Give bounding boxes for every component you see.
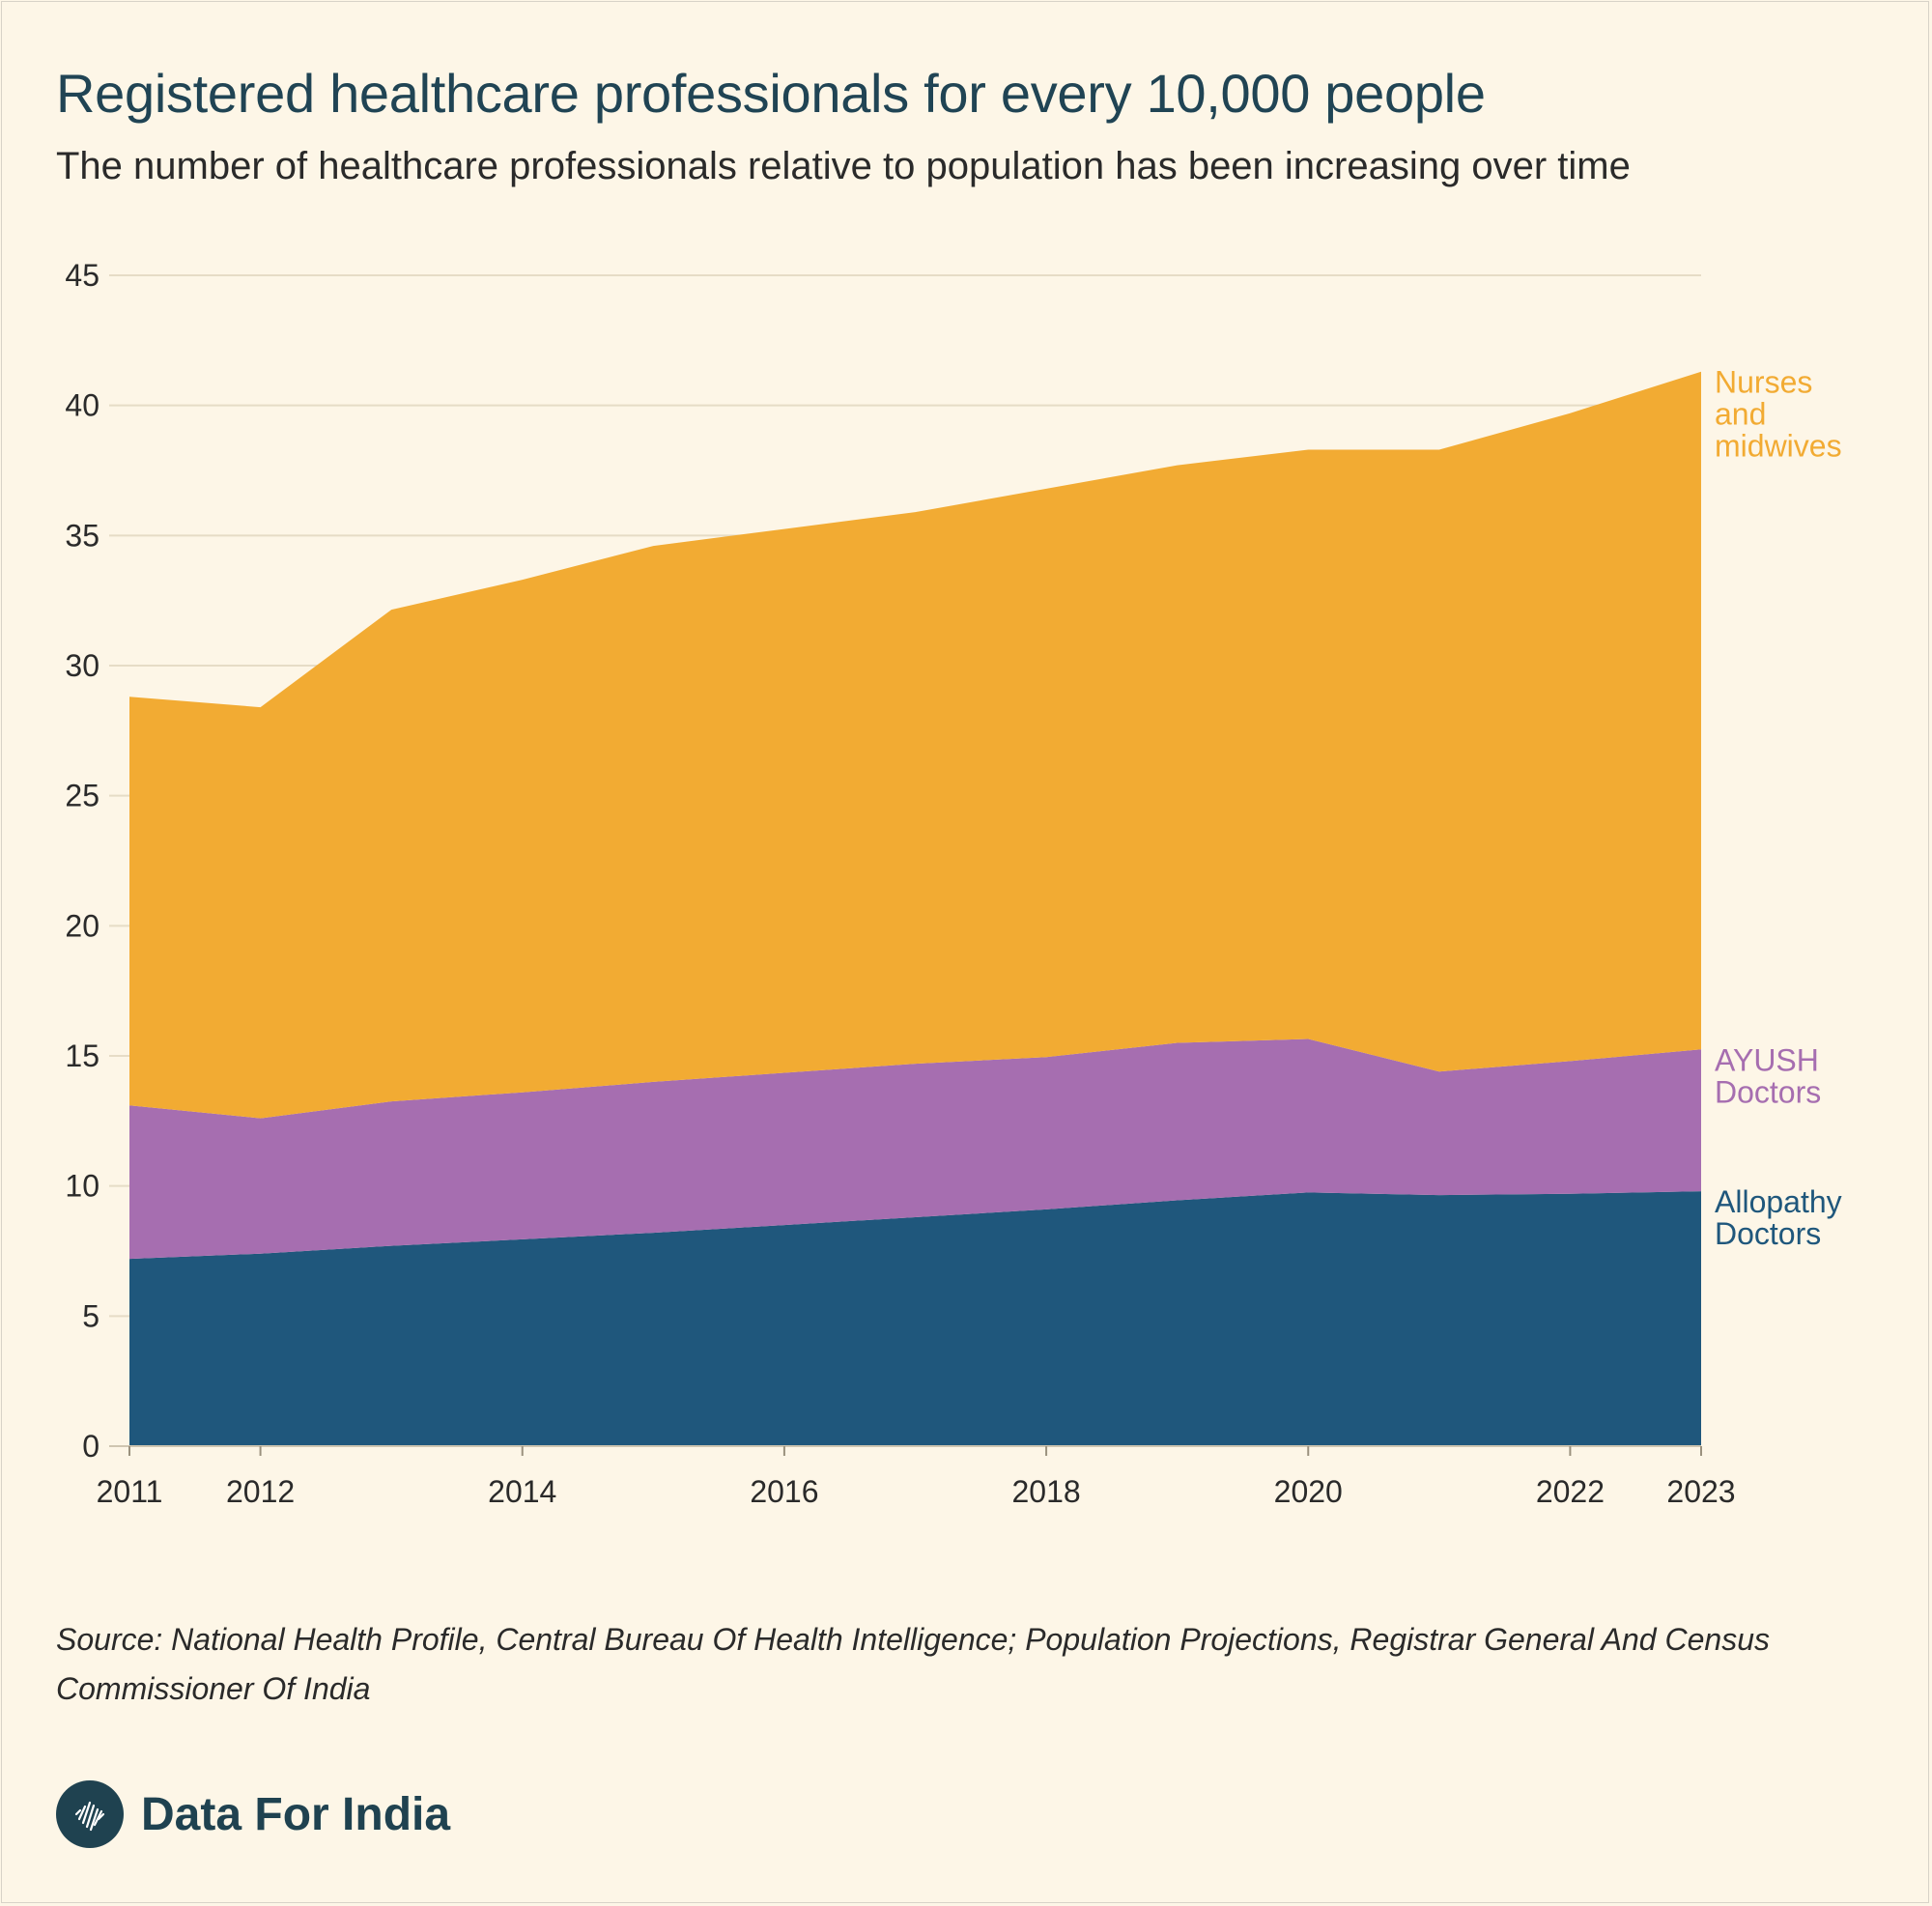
series-label-ayush-doctors: AYUSH Doctors — [1715, 1042, 1821, 1109]
y-tick-label: 20 — [65, 908, 99, 943]
brand-name: Data For India — [141, 1788, 451, 1840]
y-tick-label: 5 — [82, 1298, 99, 1333]
series-label-line: and — [1715, 397, 1766, 432]
x-tick-label: 2022 — [1536, 1474, 1605, 1509]
series-label-line: Doctors — [1715, 1216, 1821, 1251]
x-tick-label: 2012 — [226, 1474, 295, 1509]
y-tick-label: 40 — [65, 388, 99, 423]
series-label-nurses-and-midwives: Nurses and midwives — [1715, 365, 1842, 464]
area-ayush-doctors — [129, 1038, 1701, 1260]
area-allopathy-doctors — [129, 1191, 1701, 1446]
series-label-line: midwives — [1715, 429, 1842, 464]
x-tick-label: 2023 — [1666, 1474, 1735, 1509]
y-axis-ticks: 0 5 10 15 20 25 30 35 40 45 — [65, 258, 99, 1464]
area-nurses-and-midwives — [129, 371, 1701, 1119]
x-axis-ticks: 2011 2012 2014 2016 2018 2020 2022 2023 — [97, 1446, 1736, 1509]
y-tick-label: 45 — [65, 258, 99, 293]
source-note: Source: National Health Profile, Central… — [56, 1622, 1770, 1706]
series-label-line: Doctors — [1715, 1074, 1821, 1109]
india-map-logo-icon — [56, 1780, 124, 1848]
x-tick-label: 2020 — [1274, 1474, 1343, 1509]
chart-title: Registered healthcare professionals for … — [56, 63, 1486, 124]
y-tick-label: 15 — [65, 1038, 99, 1073]
x-tick-label: 2014 — [488, 1474, 556, 1509]
x-tick-label: 2016 — [750, 1474, 818, 1509]
y-tick-label: 30 — [65, 648, 99, 683]
y-tick-label: 25 — [65, 779, 99, 813]
series-label-line: Nurses — [1715, 365, 1812, 400]
series-label-line: Allopathy — [1715, 1184, 1842, 1219]
series-label-allopathy-doctors: Allopathy Doctors — [1715, 1184, 1842, 1251]
chart-subtitle: The number of healthcare professionals r… — [56, 145, 1631, 187]
x-tick-label: 2011 — [97, 1474, 163, 1509]
y-tick-label: 10 — [65, 1169, 99, 1204]
x-tick-label: 2018 — [1011, 1474, 1080, 1509]
y-tick-label: 0 — [82, 1429, 99, 1464]
y-tick-label: 35 — [65, 518, 99, 553]
brand: Data For India — [56, 1779, 450, 1849]
series-label-line: AYUSH — [1715, 1042, 1819, 1077]
area-layers — [129, 371, 1701, 1446]
